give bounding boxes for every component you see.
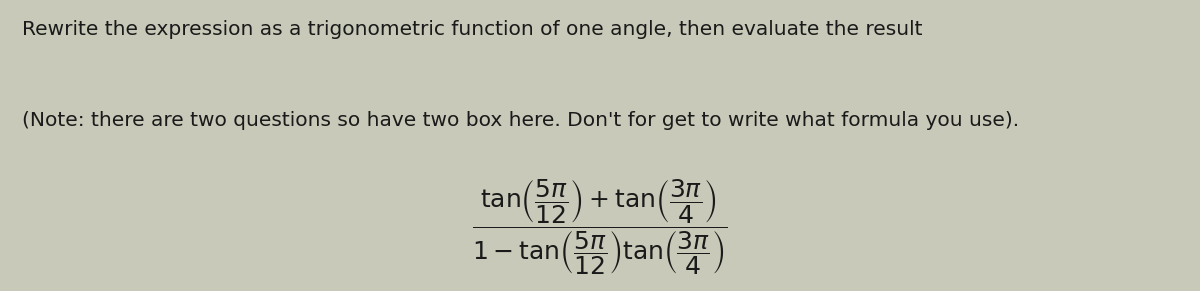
Text: $\dfrac{\tan\!\left(\dfrac{5\pi}{12}\right) + \tan\!\left(\dfrac{3\pi}{4}\right): $\dfrac{\tan\!\left(\dfrac{5\pi}{12}\rig…: [473, 177, 727, 277]
Text: Rewrite the expression as a trigonometric function of one angle, then evaluate t: Rewrite the expression as a trigonometri…: [22, 20, 922, 39]
Text: (Note: there are two questions so have two box here. Don't for get to write what: (Note: there are two questions so have t…: [22, 111, 1019, 129]
